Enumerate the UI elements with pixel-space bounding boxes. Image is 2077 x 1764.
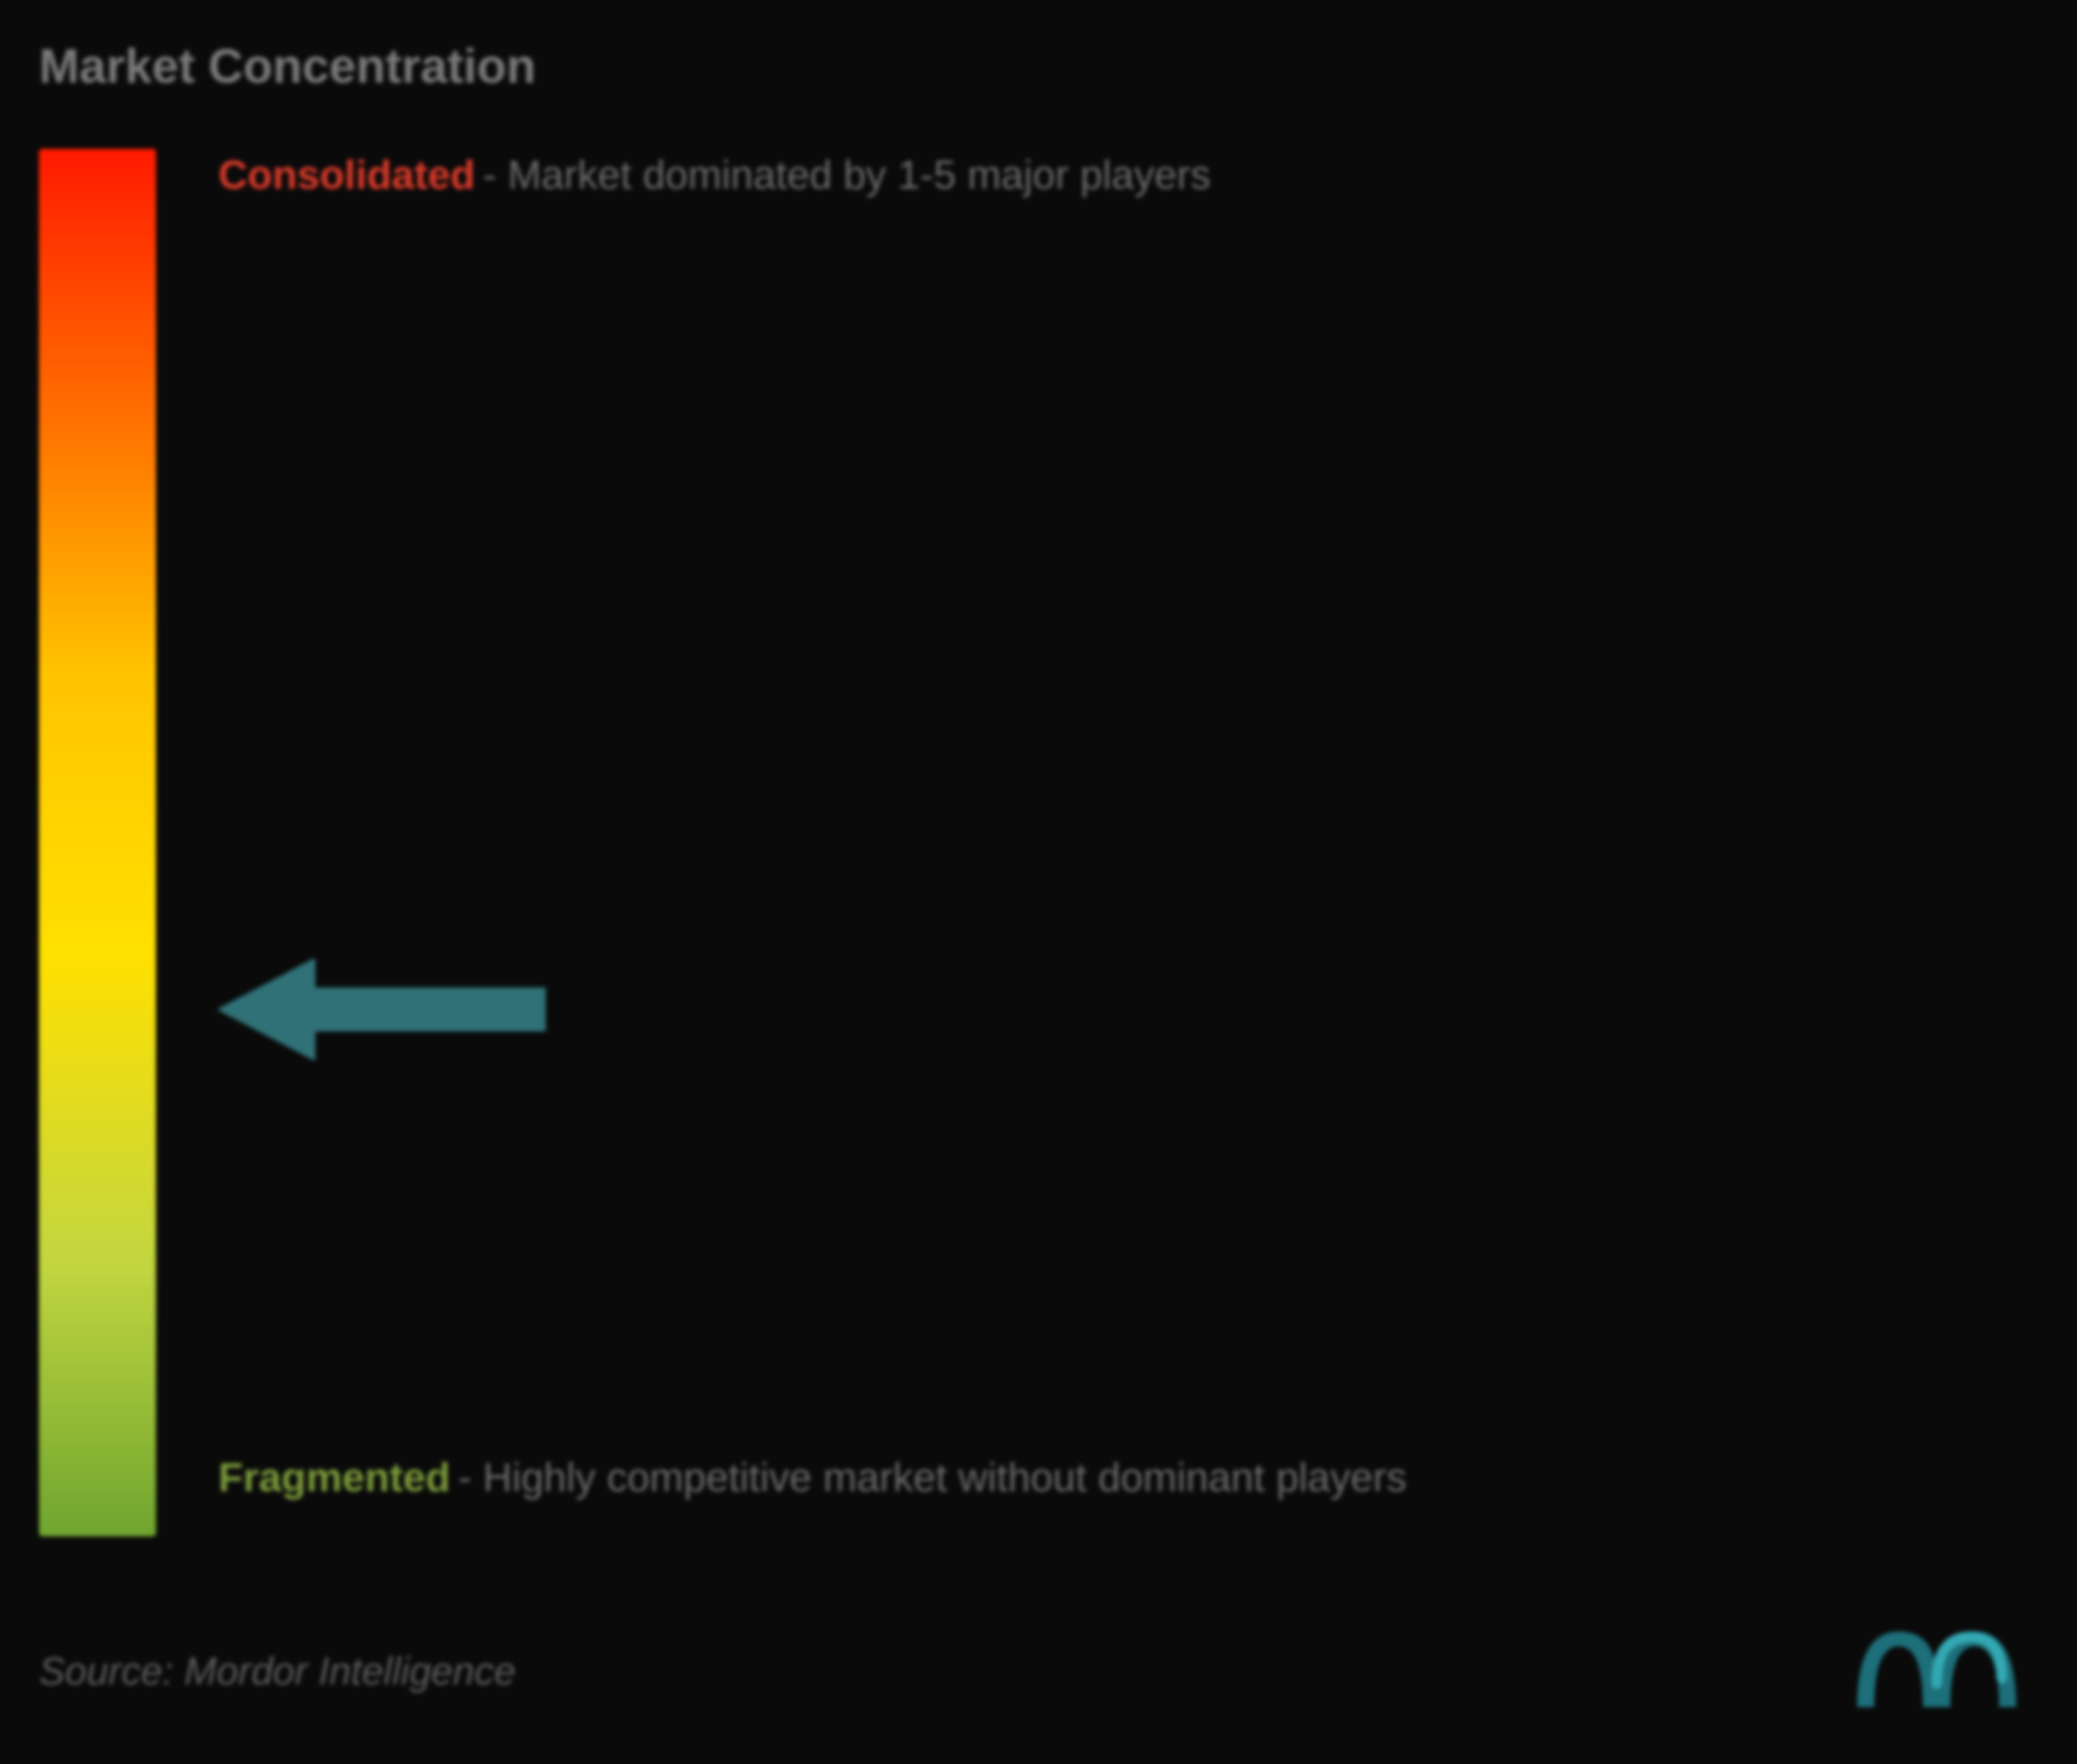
source-citation: Source: Mordor Intelligence bbox=[39, 1649, 515, 1694]
left-arrow-icon bbox=[218, 959, 546, 1060]
consolidated-key: Consolidated bbox=[218, 144, 475, 207]
source-prefix: Source: bbox=[39, 1649, 184, 1693]
labels-column: Consolidated - Market dominated by 1-5 m… bbox=[218, 149, 2038, 1536]
fragmented-desc: - Highly competitive market without domi… bbox=[458, 1447, 1407, 1510]
mordor-logo-icon bbox=[1851, 1620, 2022, 1713]
fragmented-key: Fragmented bbox=[218, 1447, 451, 1510]
consolidated-desc: - Market dominated by 1-5 major players bbox=[483, 144, 1211, 207]
consolidated-label: Consolidated - Market dominated by 1-5 m… bbox=[218, 144, 1211, 207]
concentration-gradient-bar bbox=[39, 149, 156, 1536]
fragmented-label: Fragmented - Highly competitive market w… bbox=[218, 1447, 1406, 1510]
brand-logo bbox=[1851, 1620, 2022, 1717]
chart-area: Consolidated - Market dominated by 1-5 m… bbox=[39, 149, 2038, 1536]
position-arrow bbox=[218, 959, 546, 1060]
page-title: Market Concentration bbox=[39, 39, 2038, 94]
source-text: Mordor Intelligence bbox=[184, 1649, 515, 1693]
